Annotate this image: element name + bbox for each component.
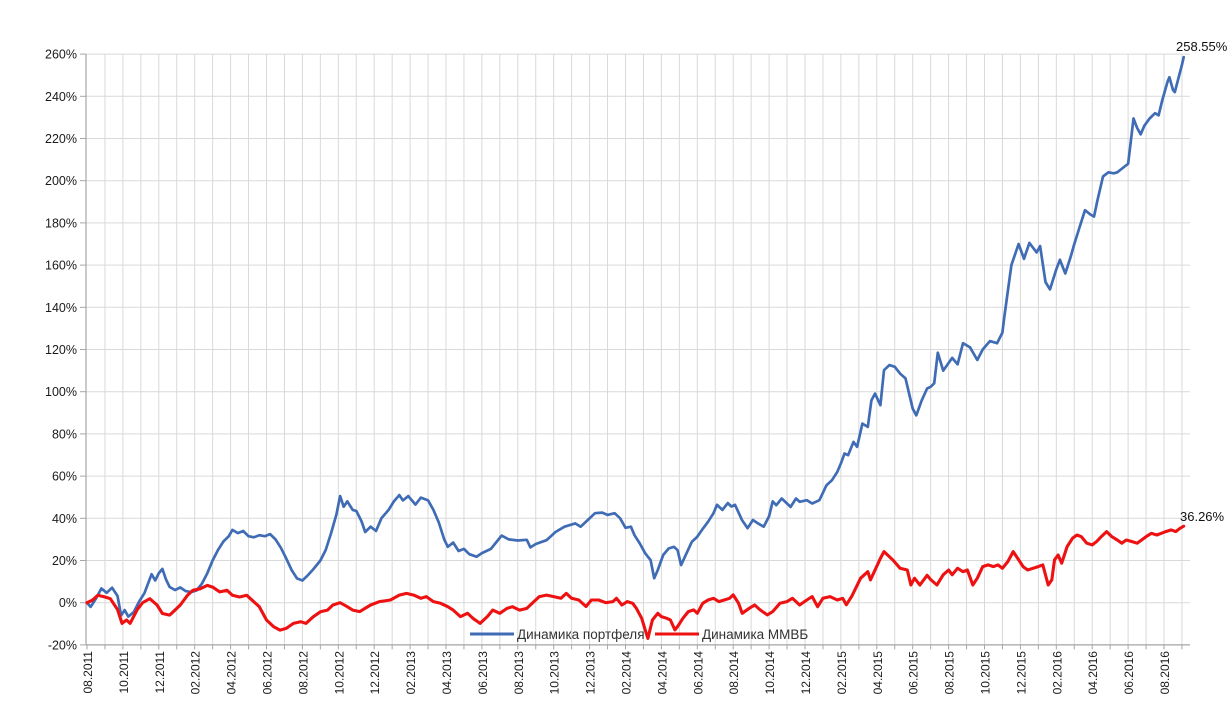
y-tick-label: 120% <box>45 343 77 357</box>
portfolio-legend-label: Динамика портфеля <box>517 627 645 642</box>
x-tick-label: 10.2013 <box>548 651 562 695</box>
x-tick-label: 08.2011 <box>81 651 95 694</box>
y-tick-label: 160% <box>45 259 77 273</box>
x-tick-label: 02.2012 <box>189 651 203 695</box>
legend-item-portfolio: Динамика портфеля <box>470 627 645 642</box>
axes <box>80 53 1190 650</box>
y-tick-label: 220% <box>45 132 77 146</box>
portfolio-end-value-label: 258.55% <box>1176 39 1228 54</box>
x-tick-label: 04.2015 <box>871 651 885 695</box>
x-tick-label: 08.2016 <box>1158 651 1172 695</box>
x-tick-label: 10.2015 <box>979 651 993 695</box>
x-tick-label: 04.2014 <box>655 651 669 695</box>
y-tick-label: 180% <box>45 216 77 230</box>
micex-series-line <box>85 524 1186 640</box>
x-tick-label: 04.2013 <box>440 651 454 695</box>
y-tick-label: -20% <box>48 638 77 652</box>
y-tick-label: 60% <box>52 470 77 484</box>
y-tick-label: 20% <box>52 554 77 568</box>
micex-legend-label: Динамика ММВБ <box>702 627 808 642</box>
x-tick-label: 12.2011 <box>153 651 167 694</box>
x-tick-label: 08.2015 <box>943 651 957 695</box>
x-tick-label: 12.2013 <box>584 651 598 695</box>
x-tick-label: 06.2012 <box>261 651 275 695</box>
x-tick-label: 12.2014 <box>799 651 813 695</box>
series-end-labels: 258.55% 36.26% <box>1176 39 1228 524</box>
micex-end-value-label: 36.26% <box>1180 509 1225 524</box>
x-tick-label: 04.2016 <box>1086 651 1100 695</box>
x-tick-label: 10.2014 <box>763 651 777 695</box>
x-tick-label: 10.2012 <box>332 651 346 695</box>
legend: Динамика портфеля Динамика ММВБ <box>470 627 808 642</box>
y-tick-label: 40% <box>52 512 77 526</box>
gridlines <box>86 53 1190 646</box>
x-tick-label: 02.2015 <box>835 651 849 695</box>
y-tick-label: 140% <box>45 301 77 315</box>
x-tick-label: 06.2013 <box>476 651 490 695</box>
x-tick-label: 02.2013 <box>404 651 418 695</box>
x-tick-label: 08.2014 <box>727 651 741 695</box>
x-tick-label: 08.2013 <box>512 651 526 695</box>
y-tick-label: 260% <box>45 48 77 62</box>
y-tick-label: 240% <box>45 90 77 104</box>
x-tick-label: 02.2014 <box>620 651 634 695</box>
x-tick-label: 06.2016 <box>1122 651 1136 695</box>
legend-item-micex: Динамика ММВБ <box>655 627 808 642</box>
y-tick-label: 200% <box>45 174 77 188</box>
x-tick-label: 06.2014 <box>691 651 705 695</box>
y-tick-label: 100% <box>45 385 77 399</box>
portfolio-series-line <box>85 55 1186 618</box>
x-tick-label: 04.2012 <box>225 651 239 695</box>
x-tick-label: 12.2015 <box>1014 651 1028 695</box>
x-axis-labels: 08.2011 10.2011 12.2011 02.2012 04.2012 06.20… <box>81 651 1172 695</box>
y-axis-labels: -20% 0% 20% 40% 60% 80% 100% 120% 140% 160% 180% 20… <box>45 48 77 653</box>
series-lines <box>85 55 1186 640</box>
y-tick-label: 80% <box>52 427 77 441</box>
x-tick-label: 08.2012 <box>296 651 310 695</box>
x-tick-label: 10.2011 <box>117 651 131 694</box>
x-tick-label: 12.2012 <box>368 651 382 695</box>
x-tick-label: 02.2016 <box>1050 651 1064 695</box>
x-tick-label: 06.2015 <box>907 651 921 695</box>
y-tick-label: 0% <box>59 596 77 610</box>
